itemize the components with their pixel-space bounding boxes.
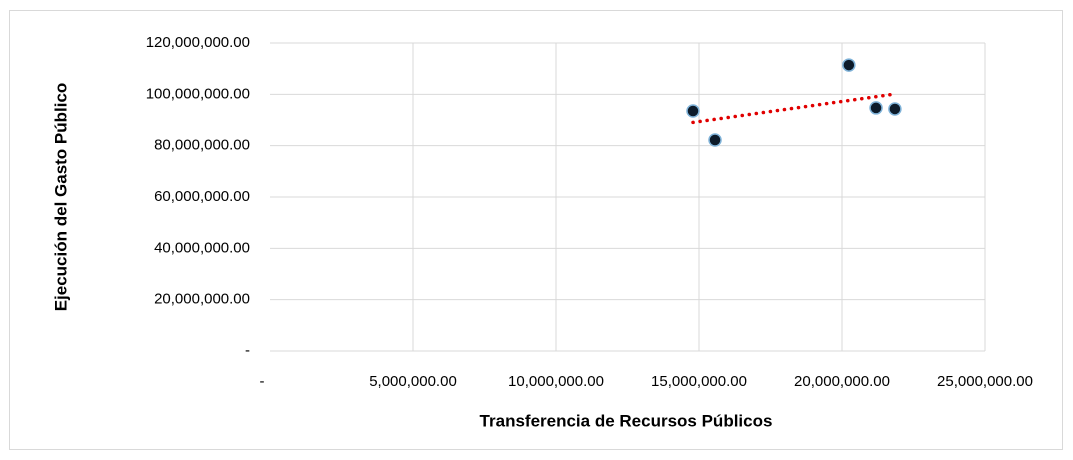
trendline — [691, 92, 897, 125]
y-tick-label: 20,000,000.00 — [154, 291, 250, 308]
y-tick-label: 40,000,000.00 — [154, 239, 250, 256]
x-tick-label: 5,000,000.00 — [369, 373, 457, 390]
scatter-point — [708, 133, 722, 147]
chart-border — [9, 10, 1063, 450]
x-axis-title: Transferencia de Recursos Públicos — [480, 411, 773, 430]
x-tick-label: 25,000,000.00 — [937, 373, 1033, 390]
y-tick-label: - — [245, 342, 250, 359]
x-tick-label: - — [260, 373, 265, 390]
x-tick-label: 20,000,000.00 — [794, 373, 890, 390]
y-axis-title: Ejecución del Gasto Público — [51, 83, 70, 312]
x-tick-label: 15,000,000.00 — [651, 373, 747, 390]
x-tick-label: 10,000,000.00 — [508, 373, 604, 390]
y-tick-label: 120,000,000.00 — [146, 34, 250, 51]
scatter-point — [686, 104, 700, 118]
scatter-point — [888, 102, 902, 116]
y-tick-label: 60,000,000.00 — [154, 188, 250, 205]
scatter-point — [869, 101, 883, 115]
scatter-point — [842, 58, 856, 72]
y-tick-label: 100,000,000.00 — [146, 85, 250, 102]
y-tick-label: 80,000,000.00 — [154, 137, 250, 154]
